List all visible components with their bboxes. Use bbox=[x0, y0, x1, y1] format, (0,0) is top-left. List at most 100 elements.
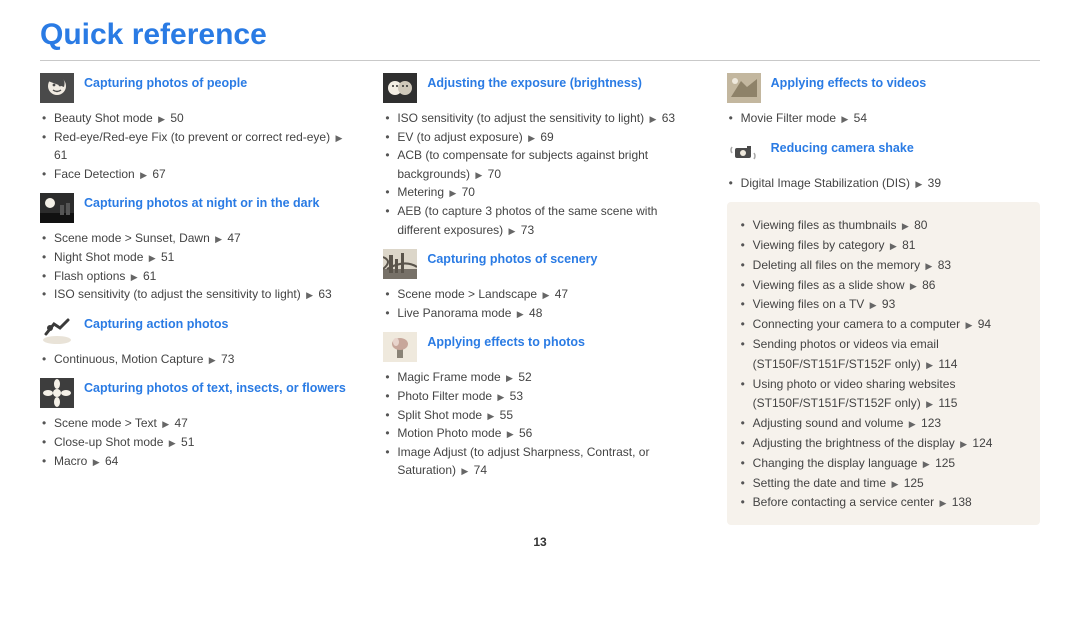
page-ref-arrow-icon: ▶ bbox=[540, 290, 551, 300]
page-ref: 123 bbox=[921, 416, 941, 430]
page-ref-arrow-icon: ▶ bbox=[913, 179, 924, 189]
section-title: Applying effects to photos bbox=[427, 332, 585, 350]
page-ref-arrow-icon: ▶ bbox=[839, 114, 850, 124]
page-ref: 51 bbox=[161, 250, 174, 264]
page-ref: 81 bbox=[902, 238, 915, 252]
list-item: Beauty Shot mode ▶ 50 bbox=[42, 109, 353, 128]
page-ref-arrow-icon: ▶ bbox=[923, 261, 934, 271]
section-title: Capturing photos of scenery bbox=[427, 249, 597, 267]
page-ref-arrow-icon: ▶ bbox=[459, 466, 470, 476]
page-ref-arrow-icon: ▶ bbox=[485, 411, 496, 421]
list-item: Changing the display language ▶ 125 bbox=[741, 454, 1028, 474]
page-ref: 61 bbox=[143, 269, 156, 283]
item-text: Adjusting sound and volume bbox=[753, 416, 904, 430]
page-ref-arrow-icon: ▶ bbox=[937, 498, 948, 508]
item-text: Motion Photo mode bbox=[397, 426, 501, 440]
item-text: Macro bbox=[54, 454, 87, 468]
section-title: Applying effects to videos bbox=[771, 73, 927, 91]
list-item: Night Shot mode ▶ 51 bbox=[42, 248, 353, 267]
page-ref-arrow-icon: ▶ bbox=[908, 281, 919, 291]
item-text: Viewing files by category bbox=[753, 238, 885, 252]
page-ref: 74 bbox=[474, 463, 487, 477]
page-ref: 125 bbox=[935, 456, 955, 470]
page-ref-arrow-icon: ▶ bbox=[958, 439, 969, 449]
list-item: Viewing files by category ▶ 81 bbox=[741, 236, 1028, 256]
section-title: Capturing photos at night or in the dark bbox=[84, 193, 319, 211]
shake-icon bbox=[727, 138, 761, 168]
list-item: ISO sensitivity (to adjust the sensitivi… bbox=[385, 109, 696, 128]
list-item: Magic Frame mode ▶ 52 bbox=[385, 368, 696, 387]
item-text: ACB (to compensate for subjects against … bbox=[397, 148, 648, 181]
page-ref: 53 bbox=[510, 389, 523, 403]
item-list: ISO sensitivity (to adjust the sensitivi… bbox=[383, 109, 696, 239]
page-ref-arrow-icon: ▶ bbox=[160, 419, 171, 429]
page-ref: 67 bbox=[152, 167, 165, 181]
list-item: Before contacting a service center ▶ 138 bbox=[741, 493, 1028, 513]
page-ref: 50 bbox=[170, 111, 183, 125]
page-ref: 73 bbox=[521, 223, 534, 237]
night-icon bbox=[40, 193, 74, 223]
section: Capturing photos of text, insects, or fl… bbox=[40, 378, 353, 470]
section-header: Reducing camera shake bbox=[727, 138, 1040, 168]
document-page: Quick reference Capturing photos of peop… bbox=[0, 0, 1080, 559]
list-item: Viewing files on a TV ▶ 93 bbox=[741, 295, 1028, 315]
page-ref-arrow-icon: ▶ bbox=[963, 320, 974, 330]
section-header: Capturing photos of people bbox=[40, 73, 353, 103]
section-header: Capturing photos at night or in the dark bbox=[40, 193, 353, 223]
page-ref-arrow-icon: ▶ bbox=[147, 253, 158, 263]
page-ref-arrow-icon: ▶ bbox=[888, 241, 899, 251]
page-ref: 64 bbox=[105, 454, 118, 468]
list-item: Continuous, Motion Capture ▶ 73 bbox=[42, 350, 353, 369]
section-title: Reducing camera shake bbox=[771, 138, 914, 156]
page-ref: 73 bbox=[221, 352, 234, 366]
item-text: Viewing files as a slide show bbox=[753, 278, 905, 292]
item-list: Scene mode > Sunset, Dawn ▶ 47Night Shot… bbox=[40, 229, 353, 303]
video-fx-icon bbox=[727, 73, 761, 103]
list-item: ISO sensitivity (to adjust the sensitivi… bbox=[42, 285, 353, 304]
section: Capturing photos at night or in the dark… bbox=[40, 193, 353, 303]
section-title: Capturing photos of text, insects, or fl… bbox=[84, 378, 346, 396]
page-ref: 69 bbox=[540, 130, 553, 144]
item-list: Continuous, Motion Capture ▶ 73 bbox=[40, 350, 353, 369]
page-ref: 54 bbox=[854, 111, 867, 125]
columns-container: Capturing photos of people Beauty Shot mo… bbox=[40, 73, 1040, 525]
column: Applying effects to videos Movie Filter m… bbox=[727, 73, 1040, 525]
item-list: Beauty Shot mode ▶ 50Red-eye/Red-eye Fix… bbox=[40, 109, 353, 183]
title-divider bbox=[40, 60, 1040, 61]
page-ref: 83 bbox=[938, 258, 951, 272]
section-title: Capturing action photos bbox=[84, 314, 228, 332]
item-text: Photo Filter mode bbox=[397, 389, 492, 403]
section: Capturing action photos Continuous, Motio… bbox=[40, 314, 353, 369]
item-list: Viewing files as thumbnails ▶ 80 Viewing … bbox=[739, 216, 1028, 513]
item-text: Close-up Shot mode bbox=[54, 435, 163, 449]
list-item: EV (to adjust exposure) ▶ 69 bbox=[385, 128, 696, 147]
section-header: Applying effects to videos bbox=[727, 73, 1040, 103]
page-ref: 70 bbox=[488, 167, 501, 181]
list-item: Adjusting sound and volume ▶ 123 bbox=[741, 414, 1028, 434]
page-ref-arrow-icon: ▶ bbox=[473, 170, 484, 180]
list-item: Split Shot mode ▶ 55 bbox=[385, 406, 696, 425]
item-text: Setting the date and time bbox=[753, 476, 886, 490]
exposure-icon bbox=[383, 73, 417, 103]
item-text: Viewing files as thumbnails bbox=[753, 218, 897, 232]
page-ref-arrow-icon: ▶ bbox=[304, 290, 315, 300]
section: Adjusting the exposure (brightness)ISO s… bbox=[383, 73, 696, 239]
list-item: Metering ▶ 70 bbox=[385, 183, 696, 202]
page-ref: 114 bbox=[938, 357, 957, 371]
section-title: Capturing photos of people bbox=[84, 73, 247, 91]
page-ref: 51 bbox=[181, 435, 194, 449]
page-ref: 94 bbox=[978, 317, 991, 331]
list-item: Scene mode > Text ▶ 47 bbox=[42, 414, 353, 433]
page-ref-arrow-icon: ▶ bbox=[507, 226, 518, 236]
item-text: Sending photos or videos via email (ST15… bbox=[753, 337, 939, 371]
item-text: Movie Filter mode bbox=[741, 111, 836, 125]
item-text: Before contacting a service center bbox=[753, 495, 934, 509]
page-ref-arrow-icon: ▶ bbox=[504, 373, 515, 383]
scenery-icon bbox=[383, 249, 417, 279]
item-list: Digital Image Stabilization (DIS) ▶ 39 bbox=[727, 174, 1040, 193]
photo-fx-icon bbox=[383, 332, 417, 362]
page-ref: 124 bbox=[972, 436, 992, 450]
list-item: Deleting all files on the memory ▶ 83 bbox=[741, 256, 1028, 276]
page-ref: 80 bbox=[914, 218, 927, 232]
page-ref-arrow-icon: ▶ bbox=[868, 300, 879, 310]
